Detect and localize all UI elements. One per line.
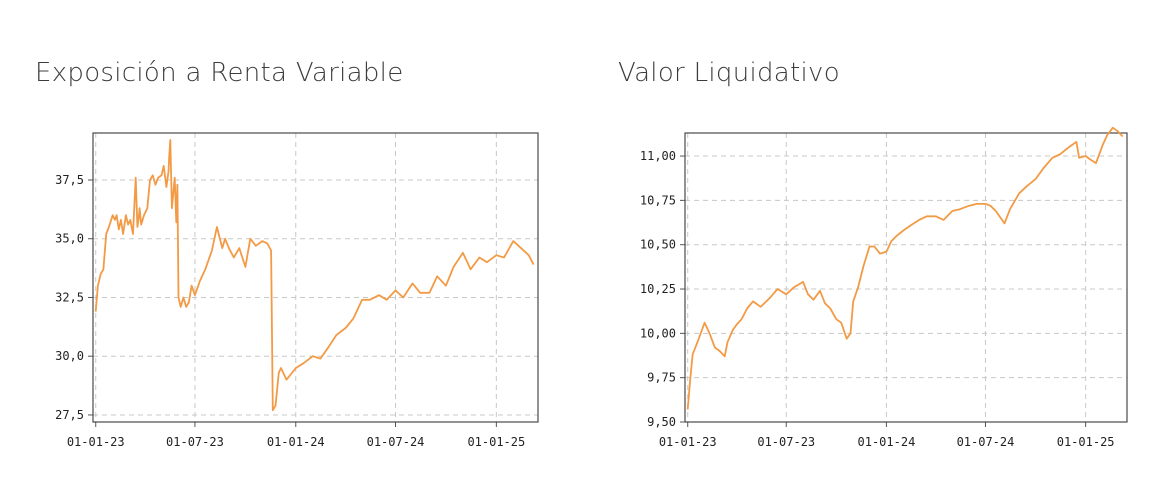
chart-title-equity-exposure: Exposición a Renta Variable bbox=[35, 58, 404, 88]
nav-x-tick-label: 01-01-23 bbox=[659, 435, 717, 449]
nav-y-tick-label: 10,25 bbox=[640, 282, 676, 296]
exposure-series-line bbox=[94, 139, 535, 412]
nav-x-tick-label: 01-07-23 bbox=[757, 435, 815, 449]
exposure-x-tick-label: 01-07-23 bbox=[166, 435, 224, 449]
nav-y-tick-label: 9,75 bbox=[647, 371, 676, 385]
nav-y-tick-label: 10,00 bbox=[640, 326, 676, 340]
nav-series-line bbox=[686, 126, 1124, 410]
exposure-x-tick-label: 01-01-25 bbox=[467, 435, 525, 449]
exposure-y-tick-label: 32,5 bbox=[55, 290, 84, 304]
exposure-plot-frame bbox=[92, 132, 539, 423]
exposure-x-tick-label: 01-01-23 bbox=[67, 435, 125, 449]
nav-y-tick-label: 10,50 bbox=[640, 238, 676, 252]
nav-y-tick-label: 10,75 bbox=[640, 193, 676, 207]
nav-x-tick-label: 01-01-24 bbox=[858, 435, 916, 449]
nav-x-tick-label: 01-07-24 bbox=[957, 435, 1015, 449]
exposure-x-tick-label: 01-01-24 bbox=[267, 435, 325, 449]
exposure-y-tick-label: 30,0 bbox=[55, 349, 84, 363]
nav-plot-frame bbox=[684, 132, 1128, 423]
chart-title-nav: Valor Liquidativo bbox=[618, 58, 840, 88]
nav-y-tick-label: 11,00 bbox=[640, 149, 676, 163]
nav-x-tick-label: 01-01-25 bbox=[1057, 435, 1115, 449]
exposure-y-tick-label: 35,0 bbox=[55, 232, 84, 246]
exposure-y-tick-label: 37,5 bbox=[55, 173, 84, 187]
exposure-x-tick-label: 01-07-24 bbox=[367, 435, 425, 449]
nav-y-tick-label: 9,50 bbox=[647, 415, 676, 429]
exposure-y-tick-label: 27,5 bbox=[55, 408, 84, 422]
